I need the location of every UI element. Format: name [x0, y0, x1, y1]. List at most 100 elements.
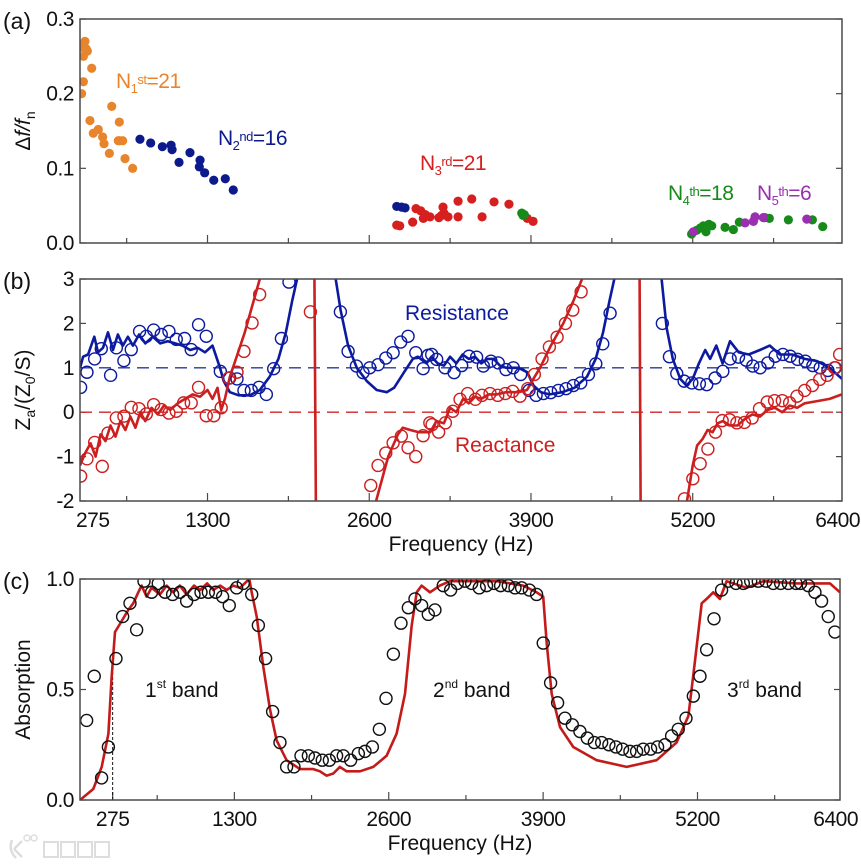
data-point-reactance-measured [566, 303, 580, 317]
data-point-absorption-measured [421, 607, 435, 622]
data-point-reactance-measured [521, 381, 535, 396]
data-point-4th-band [728, 224, 738, 235]
data-point-resistance-measured [761, 356, 775, 370]
data-point-resistance-measured [103, 368, 118, 383]
data-point-absorption-measured [358, 744, 372, 759]
data-point-4th-band [704, 219, 714, 229]
data-point-absorption-measured [693, 669, 707, 683]
data-point-absorption-measured [251, 618, 266, 633]
data-point-2nd-band [220, 174, 230, 184]
data-point-reactance-measured [394, 429, 409, 443]
data-point-absorption-measured [686, 689, 701, 703]
data-point-resistance-measured [124, 342, 138, 357]
plot-area [80, 36, 828, 239]
data-point-reactance-measured [139, 407, 154, 421]
data-point-resistance-measured [566, 378, 581, 393]
data-point-resistance-measured [132, 324, 147, 339]
data-point-absorption-measured [487, 579, 501, 591]
data-point-5th-band [802, 214, 812, 224]
data-point-resistance-measured [529, 388, 543, 403]
data-point-absorption-measured [365, 740, 380, 754]
data-point-resistance-measured [341, 344, 355, 359]
data-point-reactance-measured [214, 401, 228, 415]
data-point-absorption-measured [414, 598, 429, 613]
data-point-1st-band [93, 124, 103, 135]
data-point-resistance-measured [425, 347, 439, 362]
data-point-4th-band [519, 210, 529, 220]
data-point-reactance-measured [199, 409, 213, 423]
panel-label: (b) [3, 268, 31, 294]
data-point-resistance-measured [363, 361, 377, 375]
data-point-reactance-measured [101, 426, 115, 440]
data-point-absorption-measured [636, 742, 650, 756]
data-point-reactance-measured [154, 402, 168, 417]
band-label-text: band [458, 679, 511, 702]
data-point-reactance-measured [146, 397, 161, 412]
data-point-resistance-measured [162, 324, 176, 339]
data-point-reactance-measured [446, 404, 460, 419]
data-point-absorption-measured [222, 598, 236, 613]
data-point-2nd-band [135, 134, 145, 144]
watermark-glyph [60, 841, 76, 858]
data-point-1st-band [81, 44, 91, 54]
data-point-absorption-measured [808, 585, 822, 599]
count-label-value: =16 [253, 127, 287, 150]
data-point-reactance-measured [162, 406, 176, 420]
count-label-sub: 2 [233, 138, 240, 153]
data-point-reactance-measured [386, 436, 400, 450]
ylabel-rest: /(Z [12, 384, 35, 410]
data-point-absorption-measured [158, 585, 172, 599]
watermark-glyph [94, 841, 110, 858]
series-line-reactance-model [685, 393, 842, 501]
data-point-absorption-measured [629, 744, 644, 759]
data-point-absorption-measured [101, 740, 116, 754]
data-point-resistance-measured [783, 349, 797, 363]
count-label-n: N [420, 152, 435, 175]
data-point-resistance-measured [87, 352, 102, 366]
data-point-absorption-measured [109, 651, 123, 666]
data-point-resistance-measured [491, 356, 505, 370]
y-tick-label: 0.3 [46, 8, 74, 31]
data-point-absorption-measured [594, 735, 609, 750]
data-point-absorption-measured [245, 587, 259, 602]
y-tick-label: 0 [63, 401, 74, 424]
data-point-absorption-measured [115, 609, 130, 624]
data-point-resistance-measured [274, 331, 289, 346]
panel-c: (c) 0.0 0.5 1.0 275 1300 2600 3900 5200 6400 Frequ… [3, 568, 859, 855]
ylabel-z: Z [12, 417, 35, 430]
data-point-resistance-measured [731, 350, 746, 364]
data-point-resistance-measured [146, 323, 161, 337]
data-point-resistance-measured [544, 385, 558, 400]
series-count-label: N5th=6 [757, 182, 811, 208]
data-point-absorption-measured [522, 583, 537, 597]
data-point-absorption-measured [315, 753, 329, 767]
data-point-resistance-measured [416, 361, 430, 376]
count-label-sub: 4 [683, 193, 690, 208]
data-point-absorption-measured [458, 579, 472, 588]
y-tick-label: 1.0 [46, 568, 74, 591]
data-point-absorption-measured [729, 579, 743, 591]
data-point-resistance-measured [429, 352, 444, 367]
data-point-resistance-measured [821, 363, 835, 378]
data-point-absorption-measured [543, 676, 558, 690]
data-point-1st-band [80, 77, 88, 87]
data-point-absorption-measured [187, 587, 201, 602]
data-point-absorption-measured [707, 612, 721, 626]
data-point-absorption-measured [322, 753, 337, 767]
data-point-resistance-measured [94, 342, 108, 356]
data-point-1st-band [80, 89, 87, 99]
data-point-absorption-measured [623, 744, 637, 759]
data-point-resistance-measured [655, 316, 670, 331]
data-point-resistance-measured [506, 361, 521, 375]
data-point-1st-band [104, 148, 114, 158]
data-point-absorption-measured [94, 771, 109, 785]
data-point-1st-band [114, 117, 124, 127]
data-point-resistance-measured [716, 364, 730, 379]
data-point-2nd-band [157, 142, 167, 152]
data-point-resistance-measured [447, 365, 461, 380]
data-point-absorption-measured [587, 735, 602, 750]
data-point-reactance-measured [708, 425, 723, 439]
data-point-reactance-measured [416, 429, 430, 443]
data-point-3rd-band [453, 212, 463, 222]
data-point-absorption-measured [766, 579, 780, 591]
